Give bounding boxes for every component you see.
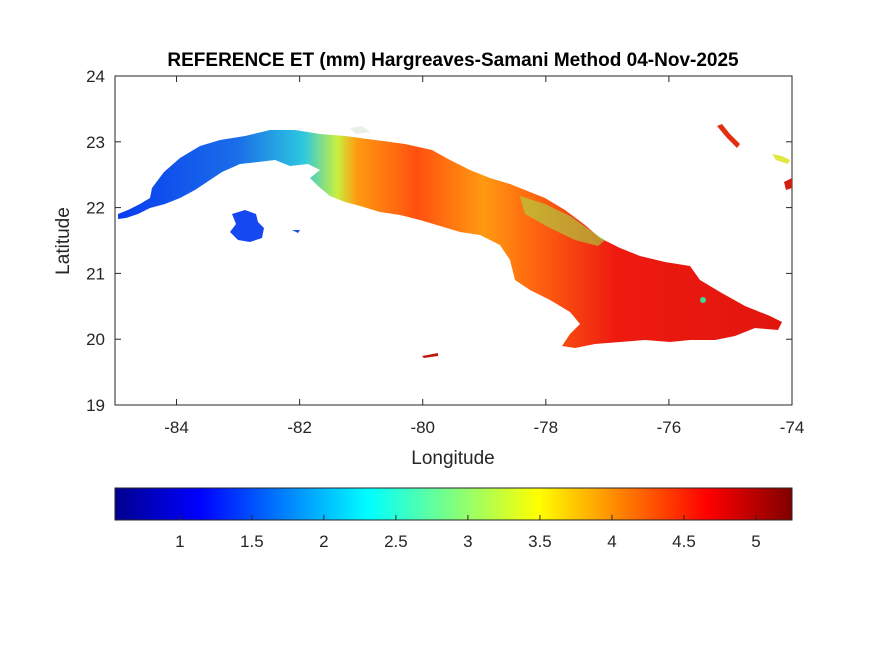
colorbar-tick-label: 1 — [175, 532, 184, 551]
y-tick-label: 22 — [86, 199, 105, 218]
northeast-cay — [772, 154, 790, 164]
colorbar-tick-label: 2 — [319, 532, 328, 551]
map-axes — [114, 75, 793, 406]
colorbar-tick-label: 5 — [751, 532, 760, 551]
y-axis-label: Latitude — [53, 207, 74, 275]
y-tick-label: 24 — [86, 67, 105, 86]
x-tick-label: -76 — [657, 418, 682, 437]
x-tick-label: -74 — [780, 418, 805, 437]
map-title: REFERENCE ET (mm) Hargreaves-Samani Meth… — [167, 50, 739, 71]
x-tick-label: -82 — [287, 418, 312, 437]
x-axis: -84 -82 -80 -78 -76 -74 — [164, 76, 804, 437]
x-tick-label: -84 — [164, 418, 189, 437]
south-cay — [422, 353, 438, 358]
colorbar-tick-label: 4 — [607, 532, 616, 551]
colorbar-tick-label: 4.5 — [672, 532, 696, 551]
colorbar-tick-label: 1.5 — [240, 532, 264, 551]
x-axis-label: Longitude — [411, 448, 494, 469]
colorbar-tick-label: 3.5 — [528, 532, 552, 551]
et-raster — [118, 124, 792, 358]
y-tick-label: 19 — [86, 396, 105, 415]
central-band — [520, 196, 605, 246]
north-cays — [350, 126, 370, 134]
colorbar-ticks: 1 1.5 2 2.5 3 3.5 4 4.5 5 — [175, 515, 761, 551]
colorbar-tick-label: 2.5 — [384, 532, 408, 551]
colorbar — [114, 487, 793, 521]
colorbar-tick-label: 3 — [463, 532, 472, 551]
west-blue-cay — [292, 230, 300, 233]
green-spot-east — [700, 297, 706, 303]
isla-de-la-juventud — [230, 210, 264, 242]
y-tick-label: 20 — [86, 330, 105, 349]
eastern-cay — [717, 124, 740, 148]
x-tick-label: -78 — [534, 418, 559, 437]
east-edge-cay — [784, 178, 792, 190]
y-tick-label: 21 — [86, 264, 105, 283]
x-tick-label: -80 — [410, 418, 435, 437]
y-tick-label: 23 — [86, 133, 105, 152]
y-axis: 24 23 22 21 20 19 — [86, 67, 792, 415]
cuba-main-island — [118, 130, 782, 348]
